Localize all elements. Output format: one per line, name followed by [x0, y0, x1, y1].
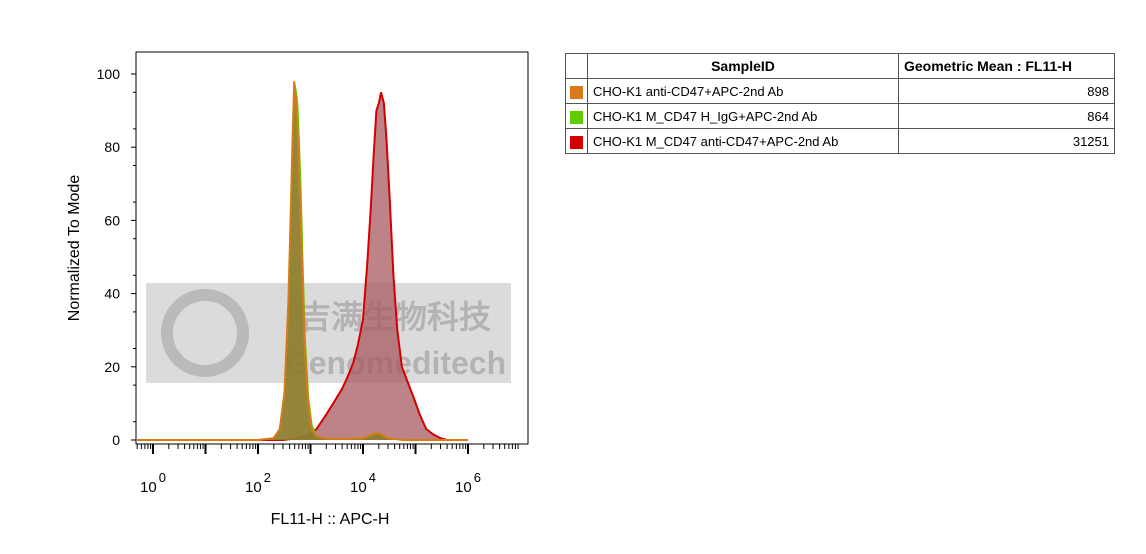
legend-header-row: SampleID Geometric Mean : FL11-H	[565, 53, 1115, 79]
legend-header-swatch	[565, 53, 588, 79]
legend-swatch-green	[570, 110, 583, 124]
x-tick-label: 106	[455, 470, 481, 496]
series-area-2	[137, 81, 468, 441]
legend-row: CHO-K1 M_CD47 H_IgG+APC-2nd Ab 864	[565, 103, 1115, 129]
x-axis: 100 102 104 106	[136, 444, 519, 496]
legend-swatch-orange	[570, 85, 583, 99]
legend-gm-value: 864	[898, 103, 1115, 129]
x-axis-label: FL11-H :: APC-H	[271, 511, 390, 528]
legend-row: CHO-K1 anti-CD47+APC-2nd Ab 898	[565, 78, 1115, 104]
y-tick-label: 100	[97, 66, 121, 82]
series-line-0	[137, 92, 468, 441]
x-tick-label: 102	[245, 470, 271, 496]
x-tick-label: 104	[350, 470, 376, 496]
y-axis: 0 20 40 60 80 100	[97, 66, 136, 448]
legend-table: SampleID Geometric Mean : FL11-H CHO-K1 …	[565, 53, 1115, 154]
legend-header-gm: Geometric Mean : FL11-H	[898, 53, 1115, 79]
watermark: 吉满生物科技Genomeditech	[146, 283, 511, 383]
legend-header-sample: SampleID	[587, 53, 899, 79]
y-tick-label: 60	[104, 212, 120, 228]
legend-row: CHO-K1 M_CD47 anti-CD47+APC-2nd Ab 31251	[565, 128, 1115, 154]
series-area-0	[137, 92, 468, 441]
legend-sample: CHO-K1 M_CD47 H_IgG+APC-2nd Ab	[587, 103, 899, 129]
y-tick-label: 0	[112, 432, 120, 448]
legend-sample: CHO-K1 anti-CD47+APC-2nd Ab	[587, 78, 899, 104]
legend-gm-value: 898	[898, 78, 1115, 104]
x-tick-label: 100	[140, 470, 166, 496]
watermark-logo-icon	[161, 289, 249, 377]
legend-swatch-red	[570, 135, 583, 149]
series-line-2	[137, 81, 468, 441]
legend-gm-value: 31251	[898, 128, 1115, 154]
series-layer	[137, 81, 468, 441]
y-axis-label: Normalized To Mode	[66, 175, 83, 322]
y-tick-label: 20	[104, 359, 120, 375]
y-tick-label: 80	[104, 139, 120, 155]
legend-sample: CHO-K1 M_CD47 anti-CD47+APC-2nd Ab	[587, 128, 899, 154]
plot-frame	[135, 51, 529, 445]
y-tick-label: 40	[104, 286, 120, 302]
